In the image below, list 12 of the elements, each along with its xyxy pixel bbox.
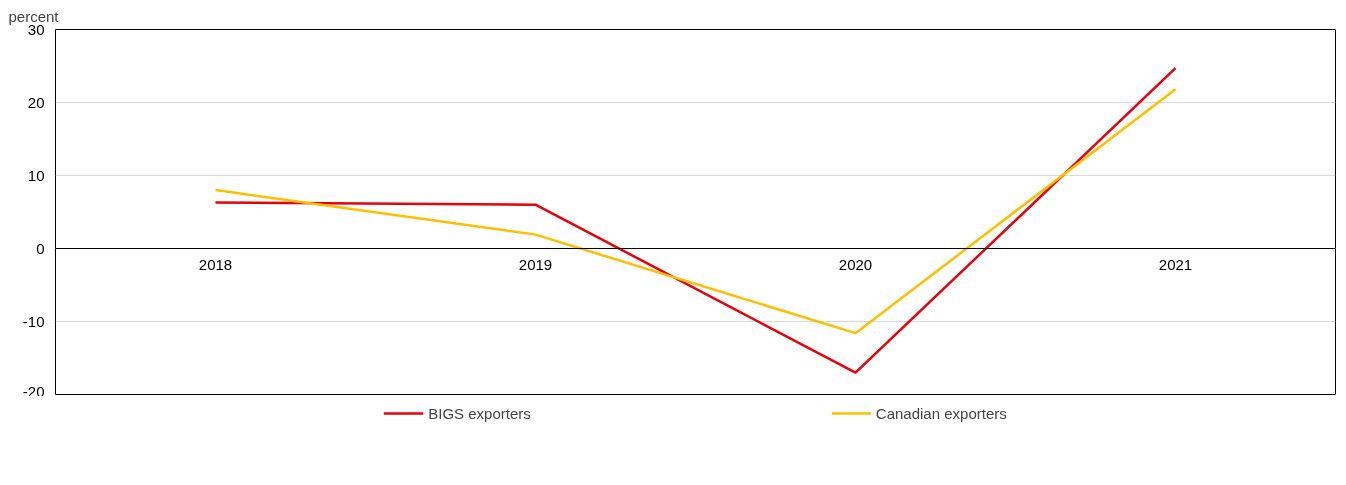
y-tick-label: 20 [27,93,45,111]
legend-label: Canadian exporters [875,404,1007,422]
y-tick-label: 0 [36,239,45,257]
x-tick-label: 2019 [518,255,553,273]
y-tick-label: -10 [22,312,45,330]
y-axis-title: percent [8,7,60,25]
legend-label: BIGS exporters [428,404,531,422]
x-tick-label: 2018 [198,255,233,273]
x-tick-label: 2020 [838,255,873,273]
y-tick-label: 10 [27,166,45,184]
x-tick-label: 2021 [1158,255,1193,273]
y-tick-label: -20 [22,382,45,400]
